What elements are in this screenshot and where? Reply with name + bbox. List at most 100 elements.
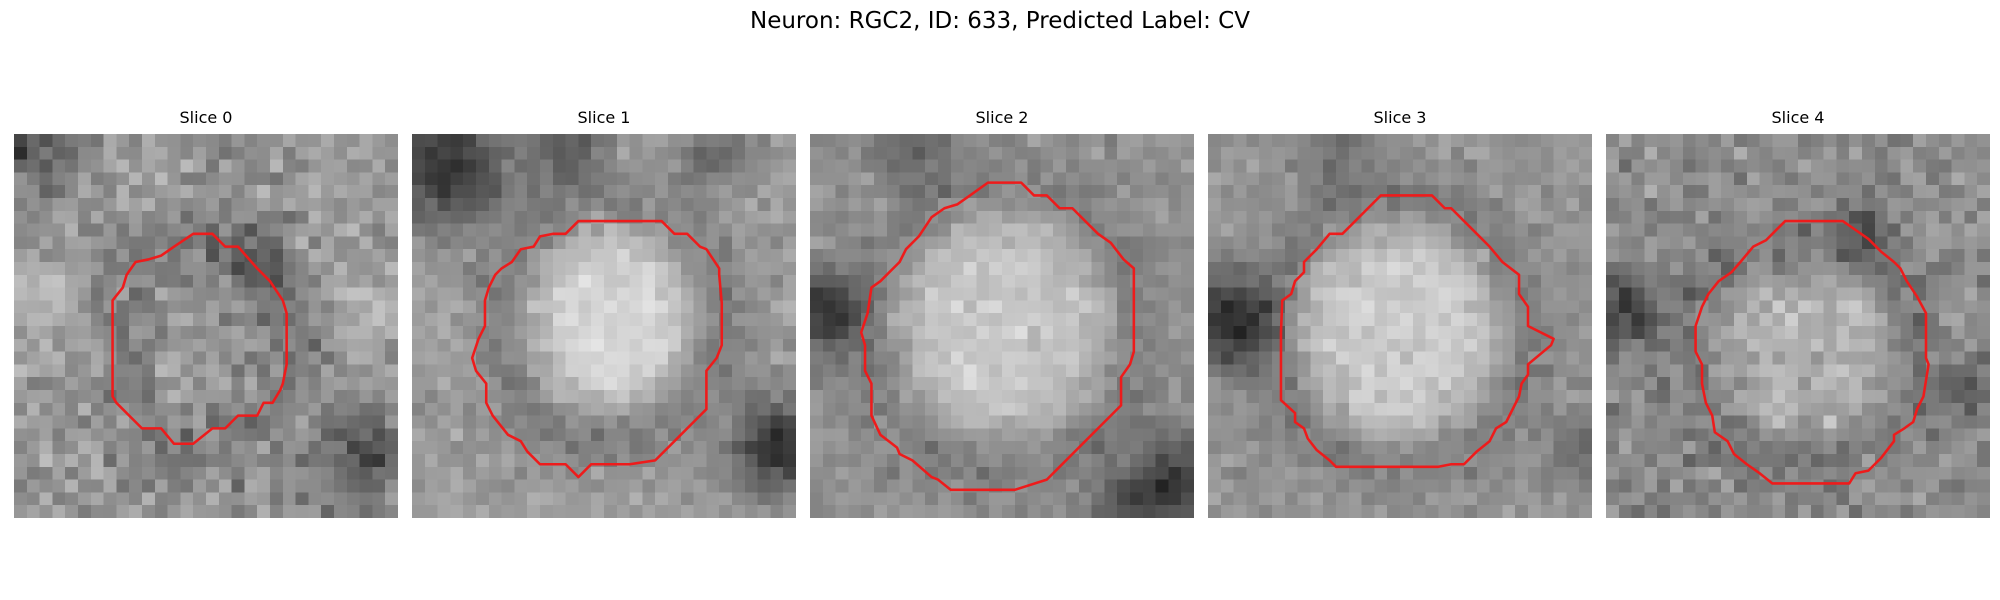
- image-pixel: [1938, 390, 1952, 404]
- image-pixel: [476, 198, 490, 212]
- image-pixel: [604, 492, 618, 506]
- image-pixel: [1618, 364, 1632, 378]
- image-pixel: [1566, 338, 1580, 352]
- image-pixel: [1900, 287, 1914, 301]
- image-pixel: [1284, 326, 1298, 340]
- image-pixel: [142, 198, 156, 212]
- image-pixel: [680, 274, 694, 288]
- image-pixel: [1657, 505, 1671, 518]
- image-pixel: [52, 274, 66, 288]
- image-pixel: [591, 172, 605, 186]
- image-pixel: [1810, 300, 1824, 314]
- image-pixel: [1849, 326, 1863, 340]
- image-pixel: [1810, 249, 1824, 263]
- image-pixel: [206, 287, 220, 301]
- image-pixel: [578, 146, 592, 160]
- image-pixel: [989, 351, 1003, 365]
- image-pixel: [899, 134, 913, 148]
- image-pixel: [1246, 377, 1260, 391]
- image-pixel: [1027, 210, 1041, 224]
- image-pixel: [65, 262, 79, 276]
- image-pixel: [616, 249, 630, 263]
- image-pixel: [732, 236, 746, 250]
- image-pixel: [218, 134, 232, 148]
- image-pixel: [412, 338, 426, 352]
- image-pixel: [1053, 146, 1067, 160]
- image-pixel: [1798, 492, 1812, 506]
- image-pixel: [1849, 185, 1863, 199]
- image-pixel: [257, 351, 271, 365]
- image-pixel: [1259, 249, 1273, 263]
- image-pixel: [1721, 364, 1735, 378]
- image-pixel: [1772, 262, 1786, 276]
- image-pixel: [591, 338, 605, 352]
- image-pixel: [950, 236, 964, 250]
- image-pixel: [540, 390, 554, 404]
- image-pixel: [680, 146, 694, 160]
- image-pixel: [90, 338, 104, 352]
- image-pixel: [1464, 441, 1478, 455]
- image-pixel: [282, 466, 296, 480]
- image-pixel: [231, 326, 245, 340]
- image-pixel: [514, 492, 528, 506]
- image-pixel: [78, 351, 92, 365]
- image-pixel: [26, 505, 40, 518]
- image-pixel: [1400, 505, 1414, 518]
- image-pixel: [295, 441, 309, 455]
- image-pixel: [835, 505, 849, 518]
- image-pixel: [450, 146, 464, 160]
- image-pixel: [1374, 146, 1388, 160]
- image-pixel: [1002, 415, 1016, 429]
- image-pixel: [1515, 134, 1529, 148]
- image-pixel: [1977, 236, 1990, 250]
- image-pixel: [1078, 134, 1092, 148]
- image-pixel: [270, 364, 284, 378]
- image-pixel: [1091, 300, 1105, 314]
- image-pixel: [1606, 428, 1620, 442]
- image-pixel: [527, 505, 541, 518]
- image-pixel: [783, 185, 796, 199]
- image-pixel: [655, 223, 669, 237]
- image-pixel: [463, 236, 477, 250]
- image-pixel: [680, 210, 694, 224]
- image-pixel: [52, 146, 66, 160]
- image-pixel: [1887, 466, 1901, 480]
- image-pixel: [65, 441, 79, 455]
- image-pixel: [1631, 172, 1645, 186]
- image-pixel: [1553, 326, 1567, 340]
- image-pixel: [1220, 326, 1234, 340]
- image-pixel: [1631, 274, 1645, 288]
- image-pixel: [90, 377, 104, 391]
- image-pixel: [963, 185, 977, 199]
- image-pixel: [1233, 364, 1247, 378]
- image-pixel: [270, 415, 284, 429]
- image-pixel: [591, 223, 605, 237]
- image-pixel: [1348, 210, 1362, 224]
- image-pixel: [193, 236, 207, 250]
- image-pixel: [385, 300, 398, 314]
- image-pixel: [1862, 274, 1876, 288]
- image-pixel: [925, 364, 939, 378]
- image-pixel: [591, 364, 605, 378]
- image-pixel: [1682, 466, 1696, 480]
- image-pixel: [1451, 377, 1465, 391]
- image-pixel: [167, 454, 181, 468]
- image-pixel: [1272, 441, 1286, 455]
- image-pixel: [668, 492, 682, 506]
- image-pixel: [1412, 338, 1426, 352]
- image-pixel: [1682, 505, 1696, 518]
- image-pixel: [1336, 351, 1350, 365]
- image-pixel: [604, 505, 618, 518]
- image-pixel: [52, 223, 66, 237]
- image-pixel: [90, 262, 104, 276]
- image-pixel: [1091, 134, 1105, 148]
- image-pixel: [231, 185, 245, 199]
- image-pixel: [989, 364, 1003, 378]
- image-pixel: [848, 146, 862, 160]
- image-pixel: [1657, 364, 1671, 378]
- image-pixel: [1168, 377, 1182, 391]
- image-pixel: [1348, 466, 1362, 480]
- image-pixel: [1734, 402, 1748, 416]
- image-pixel: [488, 479, 502, 493]
- image-pixel: [308, 364, 322, 378]
